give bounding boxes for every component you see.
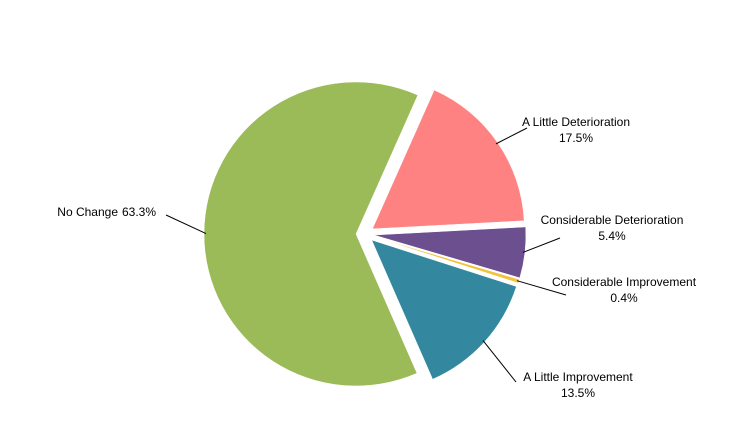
leader-line — [516, 280, 567, 296]
category-label: A Little Improvement — [523, 370, 633, 384]
category-label: Considerable Improvement — [552, 275, 697, 289]
leader-line — [522, 237, 561, 253]
value-label: 5.4% — [598, 229, 626, 243]
pie-slice — [373, 226, 527, 279]
value-label: 0.4% — [610, 291, 638, 305]
category-label: Considerable Deterioration — [541, 213, 684, 227]
value-label: 63.3% — [122, 205, 156, 219]
value-label: 17.5% — [559, 131, 593, 145]
category-label: A Little Deterioration — [522, 115, 630, 129]
leader-line — [482, 340, 517, 383]
pie-slice — [203, 81, 419, 387]
leader-line — [495, 127, 528, 145]
category-label: No Change — [57, 205, 118, 219]
value-label: 13.5% — [561, 386, 595, 400]
leader-line — [165, 214, 207, 234]
